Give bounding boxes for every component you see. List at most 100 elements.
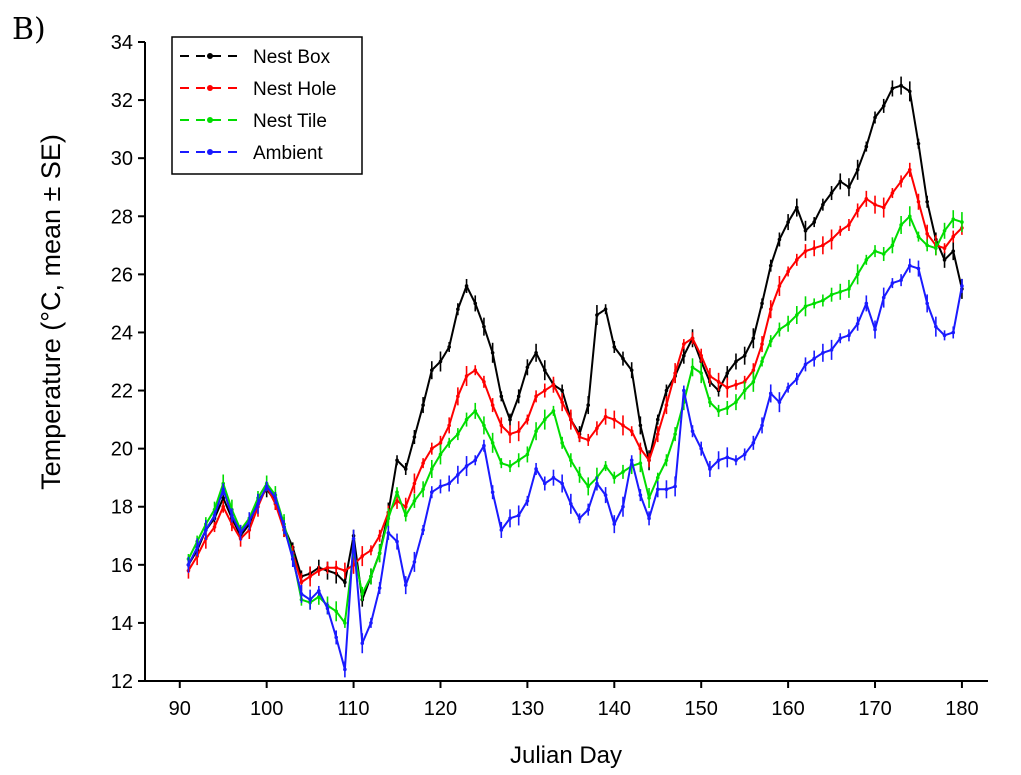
data-point (221, 504, 226, 509)
data-point (412, 560, 417, 564)
y-tick-label: 28 (111, 206, 133, 228)
data-point (855, 168, 860, 172)
data-point (290, 557, 295, 561)
x-tick-label: 150 (685, 698, 718, 720)
legend-marker (207, 149, 213, 155)
data-point (934, 246, 938, 251)
x-axis: 90 100 110 120 130 140 150 160 170 180 (169, 681, 979, 720)
data-point (795, 258, 799, 262)
data-point (577, 516, 582, 521)
data-point (821, 202, 825, 207)
data-point (317, 594, 321, 599)
data-point (621, 356, 625, 361)
data-point (560, 481, 564, 486)
data-point (855, 272, 860, 277)
data-point (699, 371, 704, 375)
data-point (821, 243, 825, 248)
data-point (473, 409, 478, 413)
data-point (734, 359, 738, 364)
data-point (907, 263, 912, 268)
data-point (890, 191, 895, 195)
data-point (829, 348, 834, 352)
data-point (551, 409, 556, 413)
data-point (847, 287, 851, 291)
y-axis: 12 14 16 18 20 22 24 26 28 30 32 34 (111, 32, 145, 693)
data-point (742, 388, 747, 393)
data-point (768, 307, 773, 312)
data-point (438, 452, 443, 457)
data-point (464, 284, 469, 288)
data-point (864, 197, 869, 201)
y-tick-label: 34 (111, 32, 133, 54)
data-point (569, 502, 573, 506)
series-line (187, 215, 963, 624)
data-point (890, 243, 895, 248)
data-point (542, 368, 547, 373)
data-point (890, 86, 895, 91)
data-point (751, 368, 756, 373)
data-point (429, 368, 434, 373)
data-point (621, 423, 625, 428)
data-point (655, 475, 660, 480)
data-point (907, 168, 912, 172)
data-point (690, 336, 695, 341)
data-point (638, 423, 643, 428)
data-point (812, 246, 816, 251)
data-point (629, 368, 634, 373)
data-point (838, 289, 843, 294)
data-point (438, 359, 443, 364)
data-point (821, 350, 825, 355)
x-tick-label: 160 (771, 698, 804, 720)
data-point (525, 452, 530, 457)
data-point (829, 292, 834, 297)
data-point (916, 141, 921, 146)
data-point (682, 388, 686, 393)
data-point (534, 394, 538, 399)
y-tick-label: 20 (111, 439, 133, 461)
data-point (308, 574, 312, 579)
data-point (586, 484, 591, 489)
data-point (942, 228, 947, 233)
data-point (907, 89, 912, 94)
data-point (317, 568, 321, 573)
data-point (838, 179, 843, 184)
data-point (629, 458, 634, 463)
data-point (751, 336, 756, 341)
series-nest-tile (186, 206, 964, 628)
data-point (490, 403, 495, 407)
data-point (708, 467, 712, 471)
data-point (212, 513, 217, 518)
data-point (881, 104, 886, 108)
data-point (629, 429, 634, 434)
data-point (395, 490, 399, 495)
data-point (855, 321, 860, 326)
data-point (760, 342, 764, 346)
data-point (907, 214, 912, 219)
data-point (942, 246, 947, 251)
data-point (386, 516, 391, 521)
data-point (916, 266, 921, 271)
data-point (334, 565, 338, 570)
data-point (421, 487, 425, 492)
data-point (951, 330, 956, 335)
data-point (499, 423, 504, 428)
data-point (899, 179, 903, 184)
data-point (595, 313, 599, 317)
data-point (412, 435, 417, 439)
data-point (812, 220, 816, 224)
data-point (855, 208, 860, 213)
data-point (716, 380, 721, 384)
data-point (586, 403, 591, 407)
data-point (447, 423, 451, 428)
data-point (482, 324, 486, 329)
data-point (482, 423, 486, 428)
data-point (603, 307, 608, 312)
data-point (960, 284, 964, 288)
data-point (429, 490, 434, 495)
data-point (951, 234, 956, 239)
data-point (586, 507, 591, 512)
data-point (299, 592, 304, 596)
data-point (725, 455, 730, 460)
data-point (395, 499, 399, 503)
data-point (803, 228, 808, 233)
